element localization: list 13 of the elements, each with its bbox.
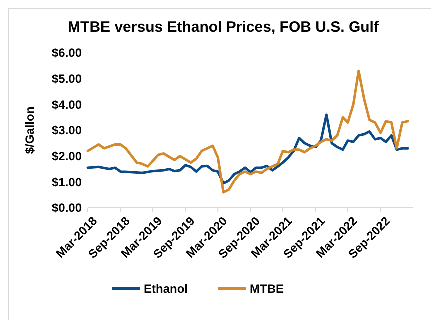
chart-title: MTBE versus Ethanol Prices, FOB U.S. Gulf — [68, 19, 380, 36]
legend-label: Ethanol — [144, 282, 188, 296]
line-series — [86, 70, 410, 194]
y-axis-title: $/Gallon — [23, 106, 37, 154]
y-tick-label: $4.00 — [52, 98, 82, 112]
y-tick-label: $0.00 — [52, 201, 82, 216]
y-tick-label: $3.00 — [52, 124, 82, 138]
y-tick-label: $6.00 — [52, 46, 82, 60]
y-tick-label: $2.00 — [52, 150, 82, 164]
line-series — [86, 114, 410, 185]
legend-label: MTBE — [250, 282, 284, 296]
y-tick-label: $5.00 — [52, 72, 82, 86]
y-tick-label: $1.00 — [52, 175, 82, 190]
